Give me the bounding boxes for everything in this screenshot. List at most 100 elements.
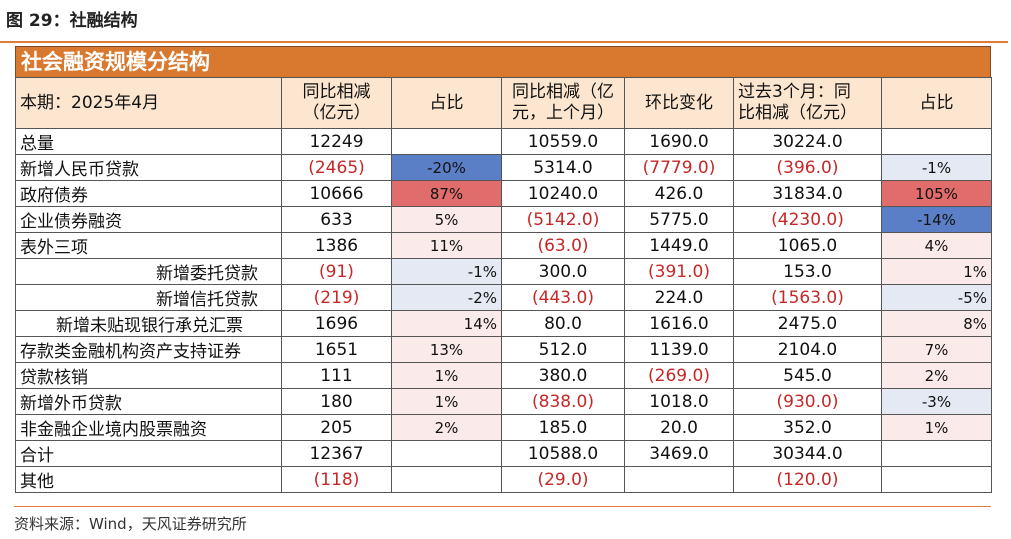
cell-mom: 1018.0 [624, 388, 734, 415]
header-q3-line2: 比相减（亿元） [738, 103, 857, 123]
cell-share [391, 466, 502, 493]
cell-prev: 512.0 [501, 336, 625, 363]
cell-q3-share: -5% [881, 284, 992, 311]
cell-yoy: (2465) [281, 154, 392, 181]
header-period: 本期：2025年4月 [15, 77, 282, 129]
header-q3-share: 占比 [881, 77, 992, 129]
cell-q3: 352.0 [733, 414, 882, 441]
table-row: 新增人民币贷款 (2465) -20% 5314.0 (7779.0) (396.0) -1… [15, 154, 992, 181]
cell-mom: 1449.0 [624, 232, 734, 259]
cell-yoy: 12367 [281, 440, 392, 467]
table-row: 企业债券融资 633 5% (5142.0) 5775.0 (4230.0) -14% [15, 206, 992, 233]
table-row: 新增外币贷款 180 1% (838.0) 1018.0 (930.0) -3% [15, 388, 992, 415]
cell-prev: (5142.0) [501, 206, 625, 233]
cell-q3: 545.0 [733, 362, 882, 389]
cell-share: 1% [391, 362, 502, 389]
row-name: 企业债券融资 [15, 206, 282, 233]
cell-q3-share [881, 440, 992, 467]
cell-q3: 31834.0 [733, 180, 882, 207]
table-row: 非金融企业境内股票融资 205 2% 185.0 20.0 352.0 1% [15, 414, 992, 441]
cell-yoy: (219) [281, 284, 392, 311]
cell-q3: (120.0) [733, 466, 882, 493]
cell-prev: 10240.0 [501, 180, 625, 207]
cell-mom: (391.0) [624, 258, 734, 285]
cell-share: 87% [391, 180, 502, 207]
cell-q3: (4230.0) [733, 206, 882, 233]
cell-q3-share: 1% [881, 414, 992, 441]
figure-title: 图 29：社融结构 [6, 11, 138, 31]
cell-share [391, 128, 502, 155]
cell-prev: (838.0) [501, 388, 625, 415]
cell-mom [624, 466, 734, 493]
cell-prev: 80.0 [501, 310, 625, 337]
row-name: 新增人民币贷款 [15, 154, 282, 181]
cell-share: -1% [391, 258, 502, 285]
cell-q3-share: -3% [881, 388, 992, 415]
cell-yoy: (118) [281, 466, 392, 493]
cell-share: 13% [391, 336, 502, 363]
cell-yoy: 205 [281, 414, 392, 441]
cell-q3: 153.0 [733, 258, 882, 285]
cell-mom: 1616.0 [624, 310, 734, 337]
row-name: 政府债券 [15, 180, 282, 207]
header-mom: 环比变化 [624, 77, 734, 129]
row-name: 总量 [15, 128, 282, 155]
cell-share [391, 440, 502, 467]
cell-prev: 10588.0 [501, 440, 625, 467]
cell-share: -20% [391, 154, 502, 181]
cell-mom: 1690.0 [624, 128, 734, 155]
cell-yoy: 633 [281, 206, 392, 233]
cell-q3-share: 8% [881, 310, 992, 337]
cell-q3-share [881, 466, 992, 493]
cell-q3-share [881, 128, 992, 155]
header-share: 占比 [391, 77, 502, 129]
cell-q3-share: -1% [881, 154, 992, 181]
cell-yoy: 12249 [281, 128, 392, 155]
table-row: 总量 12249 10559.0 1690.0 30224.0 [15, 128, 992, 155]
table-row: 新增信托贷款 (219) -2% (443.0) 224.0 (1563.0) -5% [15, 284, 992, 311]
cell-yoy: 1651 [281, 336, 392, 363]
cell-q3-share: 105% [881, 180, 992, 207]
cell-mom: 3469.0 [624, 440, 734, 467]
cell-yoy: 1696 [281, 310, 392, 337]
row-name: 存款类金融机构资产支持证券 [15, 336, 282, 363]
cell-q3: 1065.0 [733, 232, 882, 259]
header-yoy: 同比相减 （亿元） [281, 77, 392, 129]
row-name: 非金融企业境内股票融资 [15, 414, 282, 441]
cell-mom: 426.0 [624, 180, 734, 207]
cell-q3: (1563.0) [733, 284, 882, 311]
cell-share: 5% [391, 206, 502, 233]
cell-prev: (29.0) [501, 466, 625, 493]
top-rule [0, 41, 1008, 43]
source-note: 资料来源：Wind，天风证券研究所 [14, 515, 247, 533]
header-prev: 同比相减（亿 元，上个月） [501, 77, 625, 129]
row-name: 新增未贴现银行承兑汇票 [15, 310, 282, 337]
header-prev-line1: 同比相减（亿 [512, 82, 614, 102]
structure-table: 社会融资规模分结构 本期：2025年4月 同比相减 （亿元） 占比 同比相减（亿… [15, 46, 992, 493]
cell-share: 14% [391, 310, 502, 337]
cell-q3: 30344.0 [733, 440, 882, 467]
cell-mom: 5775.0 [624, 206, 734, 233]
row-name: 合计 [15, 440, 282, 467]
cell-q3: (396.0) [733, 154, 882, 181]
cell-yoy: 180 [281, 388, 392, 415]
header-q3-line1: 过去3个月：同 [738, 82, 851, 102]
row-name: 贷款核销 [15, 362, 282, 389]
cell-mom: (269.0) [624, 362, 734, 389]
cell-share: 1% [391, 388, 502, 415]
cell-prev: (63.0) [501, 232, 625, 259]
cell-prev: (443.0) [501, 284, 625, 311]
table-row: 合计 12367 10588.0 3469.0 30344.0 [15, 440, 992, 467]
cell-prev: 5314.0 [501, 154, 625, 181]
cell-q3-share: 7% [881, 336, 992, 363]
header-yoy-line2: （亿元） [302, 103, 371, 123]
cell-q3: 2475.0 [733, 310, 882, 337]
cell-yoy: 10666 [281, 180, 392, 207]
cell-q3-share: 2% [881, 362, 992, 389]
cell-prev: 185.0 [501, 414, 625, 441]
cell-q3: (930.0) [733, 388, 882, 415]
cell-mom: 1139.0 [624, 336, 734, 363]
header-row: 本期：2025年4月 同比相减 （亿元） 占比 同比相减（亿 元，上个月） 环比… [15, 77, 992, 129]
cell-mom: 20.0 [624, 414, 734, 441]
table-row: 存款类金融机构资产支持证券 1651 13% 512.0 1139.0 2104.0 7% [15, 336, 992, 363]
